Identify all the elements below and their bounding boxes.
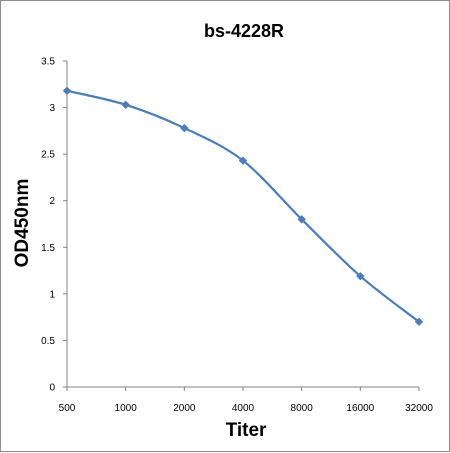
data-point: [297, 215, 306, 224]
y-tick-label: 0: [49, 383, 55, 394]
data-point: [180, 123, 189, 133]
x-tick-label: 16000: [346, 403, 374, 414]
data-point: [238, 156, 248, 165]
y-tick-label: 2: [49, 196, 55, 207]
x-tick-label: 32000: [405, 403, 433, 414]
x-tick-label: 1000: [115, 403, 138, 414]
y-tick-label: 3: [49, 103, 55, 114]
x-tick-label: 4000: [232, 403, 255, 414]
x-axis-title: Titer: [226, 420, 267, 441]
axes: 0 0.5 1 1.5 2 2.5 3 3.5 500 1000 2000 4000 8000 16000…: [41, 57, 433, 415]
plot-area: [62, 86, 424, 326]
series-line: [66, 89, 420, 323]
y-tick-label: 2.5: [41, 150, 55, 161]
x-tick-label: 8000: [291, 403, 314, 414]
y-tick-label: 1.5: [41, 243, 55, 254]
y-tick-label: 3.5: [41, 57, 55, 68]
x-tick-label: 500: [59, 403, 76, 414]
data-point: [121, 100, 130, 109]
data-point: [356, 271, 365, 281]
y-axis-title: OD450nm: [12, 179, 33, 268]
data-point: [414, 317, 424, 326]
y-tick-label: 1: [49, 289, 55, 300]
y-tick-label: 0.5: [41, 336, 55, 347]
data-point: [62, 86, 72, 96]
chart-title: bs-4228R: [204, 21, 284, 41]
x-tick-label: 2000: [173, 403, 196, 414]
